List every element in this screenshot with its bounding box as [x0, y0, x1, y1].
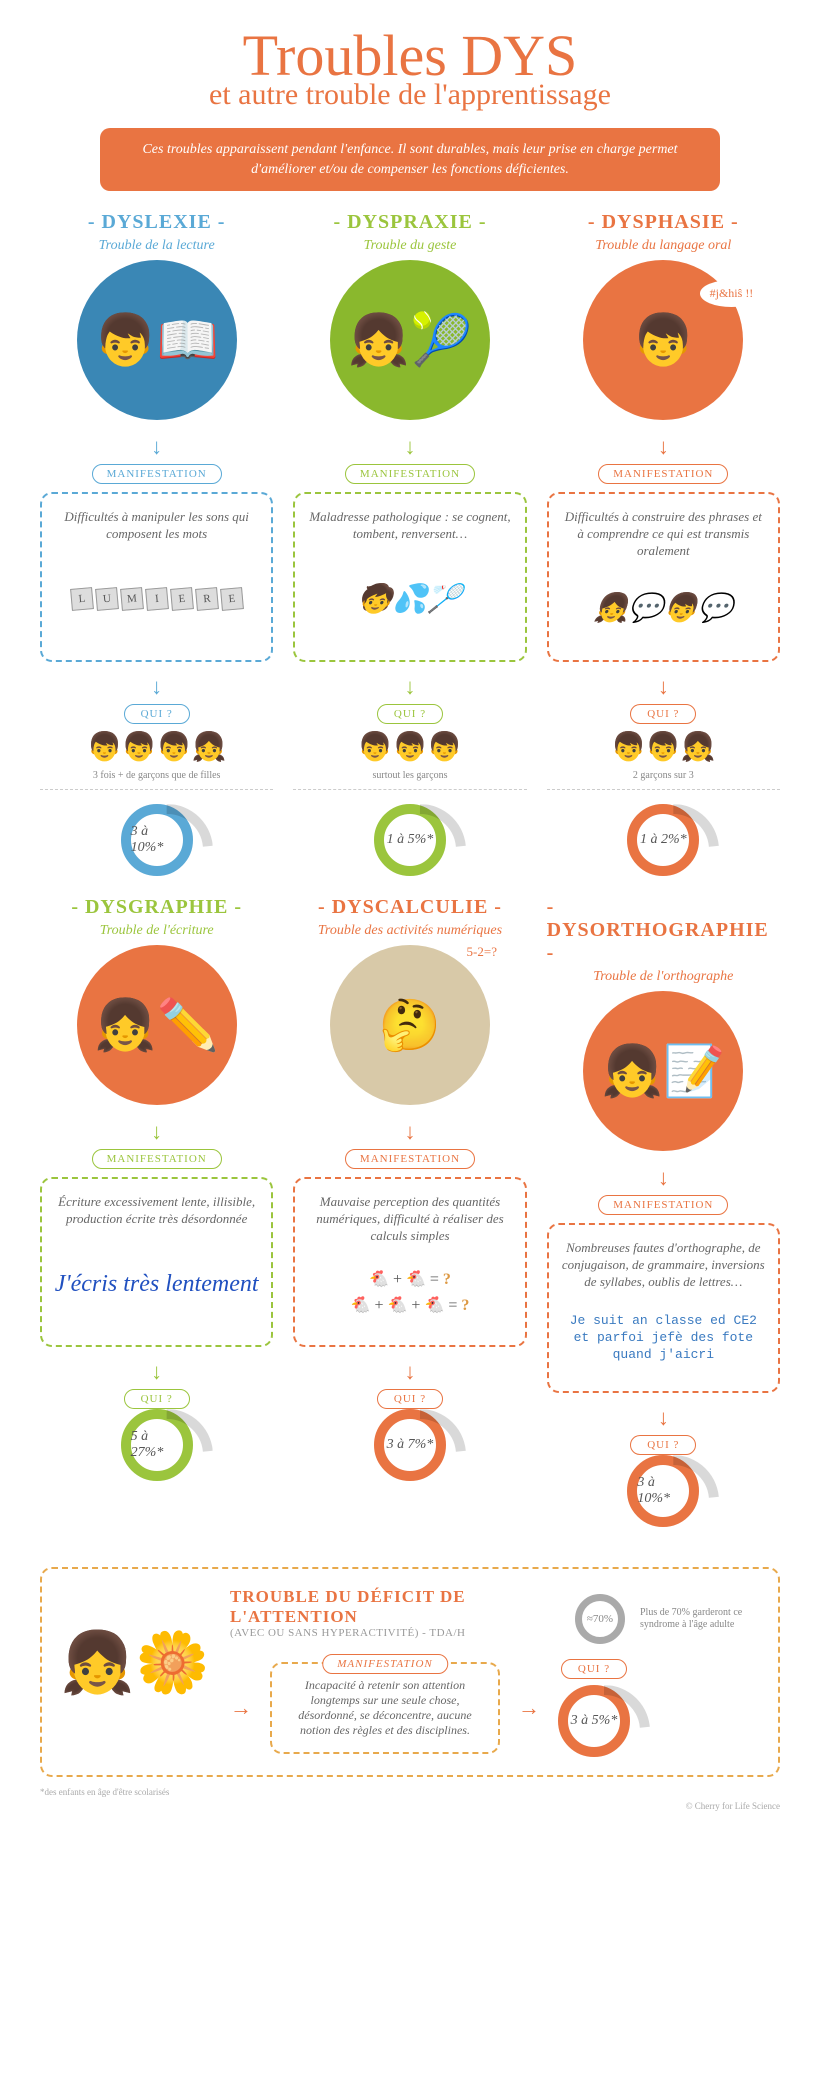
trouble-tag: Trouble du geste [364, 238, 457, 254]
stat-ring: 3 à 10%* [121, 804, 193, 876]
trouble-column: - DYSCALCULIE - Trouble des activités num… [293, 896, 526, 1527]
trouble-title: - DYSPHASIE - [588, 211, 739, 234]
stat-ring: 3 à 7%* [374, 1409, 446, 1481]
ratio-text: 2 garçons sur 3 [633, 770, 694, 781]
trouble-circle: 👧🎾 [330, 260, 490, 420]
arrow-icon: ↓ [404, 1119, 415, 1145]
qui-label: QUI ? [377, 704, 443, 724]
arrow-icon: → [230, 1695, 252, 1721]
trouble-circle: 🤔5-2=? [330, 945, 490, 1105]
manifestation-label: MANIFESTATION [92, 464, 222, 484]
manifestation-card: Maladresse pathologique : se cognent, to… [293, 492, 526, 662]
trouble-title: - DYSORTHOGRAPHIE - [547, 896, 780, 965]
credit: © Cherry for Life Science [40, 1801, 780, 1811]
qui-label: QUI ? [630, 1435, 696, 1455]
trouble-tag: Trouble des activités numériques [318, 923, 502, 939]
trouble-column: - DYSPHASIE - Trouble du langage oral 👦#j&… [547, 211, 780, 876]
footnote: *des enfants en âge d'être scolarisés [40, 1787, 780, 1797]
arrow-icon: ↓ [658, 1165, 669, 1191]
arrow-icon: ↓ [658, 674, 669, 700]
arrow-icon: ↓ [658, 1405, 669, 1431]
page-title: Troubles DYS [40, 30, 780, 82]
trouble-title: - DYSCALCULIE - [318, 896, 502, 919]
manifestation-label: MANIFESTATION [598, 1195, 728, 1215]
trouble-tag: Trouble de la lecture [99, 238, 215, 254]
qui-label: QUI ? [124, 1389, 190, 1409]
stat-text: Plus de 70% garderont ce syndrome à l'âg… [640, 1607, 760, 1631]
stat-ring: 5 à 27%* [121, 1409, 193, 1481]
arrow-icon: → [518, 1695, 540, 1721]
kids-icons: 👦👦👦 [358, 730, 463, 764]
manifestation-card: Difficultés à manipuler les sons qui com… [40, 492, 273, 662]
manifestation-label: MANIFESTATION [322, 1654, 448, 1674]
stat-badge: ≈70% [575, 1594, 625, 1644]
manifestation-label: MANIFESTATION [345, 1149, 475, 1169]
kids-icons: 👦👦👧 [611, 730, 716, 764]
trouble-circle: 👧✏️ [77, 945, 237, 1105]
trouble-circle: 👧📝 [583, 991, 743, 1151]
header: Troubles DYS et autre trouble de l'appre… [40, 30, 780, 191]
footer-box: 👧🌼 TROUBLE DU DÉFICIT DE L'ATTENTION (AV… [40, 1567, 780, 1777]
arrow-icon: ↓ [151, 1119, 162, 1145]
trouble-column: - DYSPRAXIE - Trouble du geste 👧🎾 ↓ MANIFEST… [293, 211, 526, 876]
arrow-icon: ↓ [658, 434, 669, 460]
trouble-circle: 👦📖 [77, 260, 237, 420]
ratio-text: 3 fois + de garçons que de filles [93, 770, 221, 781]
trouble-column: - DYSORTHOGRAPHIE - Trouble de l'orthogra… [547, 896, 780, 1527]
stat-ring: 1 à 2%* [627, 804, 699, 876]
trouble-title: - DYSGRAPHIE - [71, 896, 242, 919]
manifestation-card: Difficultés à construire des phrases et … [547, 492, 780, 662]
trouble-column: - DYSGRAPHIE - Trouble de l'écriture 👧✏️ ↓ M… [40, 896, 273, 1527]
trouble-tag: Trouble de l'écriture [100, 923, 214, 939]
trouble-tag: Trouble du langage oral [595, 238, 731, 254]
qui-label: QUI ? [630, 704, 696, 724]
stat-ring: 1 à 5%* [374, 804, 446, 876]
footer-title: TROUBLE DU DÉFICIT DE L'ATTENTION [230, 1587, 560, 1627]
troubles-grid: - DYSLEXIE - Trouble de la lecture 👦📖 ↓ MANI… [40, 211, 780, 1527]
intro-box: Ces troubles apparaissent pendant l'enfa… [100, 128, 720, 191]
qui-label: QUI ? [124, 704, 190, 724]
kids-icons: 👦👦👦👧 [87, 730, 226, 764]
manifestation-card: Écriture excessivement lente, illisible,… [40, 1177, 273, 1347]
manifestation-label: MANIFESTATION [345, 464, 475, 484]
page-subtitle: et autre trouble de l'apprentissage [40, 80, 780, 110]
arrow-icon: ↓ [151, 1359, 162, 1385]
trouble-tag: Trouble de l'orthographe [593, 969, 733, 985]
trouble-title: - DYSLEXIE - [88, 211, 226, 234]
footer-illustration: 👧🌼 [60, 1587, 210, 1737]
trouble-title: - DYSPRAXIE - [333, 211, 486, 234]
arrow-icon: ↓ [151, 674, 162, 700]
qui-label: QUI ? [377, 1389, 443, 1409]
manifestation-card: Nombreuses fautes d'orthographe, de conj… [547, 1223, 780, 1393]
qui-label: QUI ? [561, 1659, 627, 1679]
stat-ring: 3 à 5%* [558, 1685, 630, 1757]
arrow-icon: ↓ [151, 434, 162, 460]
stat-ring: 3 à 10%* [627, 1455, 699, 1527]
manifestation-card: Mauvaise perception des quantités numéri… [293, 1177, 526, 1347]
trouble-column: - DYSLEXIE - Trouble de la lecture 👦📖 ↓ MANI… [40, 211, 273, 876]
arrow-icon: ↓ [404, 674, 415, 700]
manifestation-label: MANIFESTATION [92, 1149, 222, 1169]
trouble-circle: 👦#j&hiŝ !! [583, 260, 743, 420]
manifestation-label: MANIFESTATION [598, 464, 728, 484]
arrow-icon: ↓ [404, 434, 415, 460]
ratio-text: surtout les garçons [372, 770, 447, 781]
footer-subtitle: (AVEC OU SANS HYPERACTIVITÉ) - TDA/H [230, 1627, 560, 1639]
footer-manifestation: MANIFESTATION Incapacité à retenir son a… [270, 1662, 500, 1754]
arrow-icon: ↓ [404, 1359, 415, 1385]
